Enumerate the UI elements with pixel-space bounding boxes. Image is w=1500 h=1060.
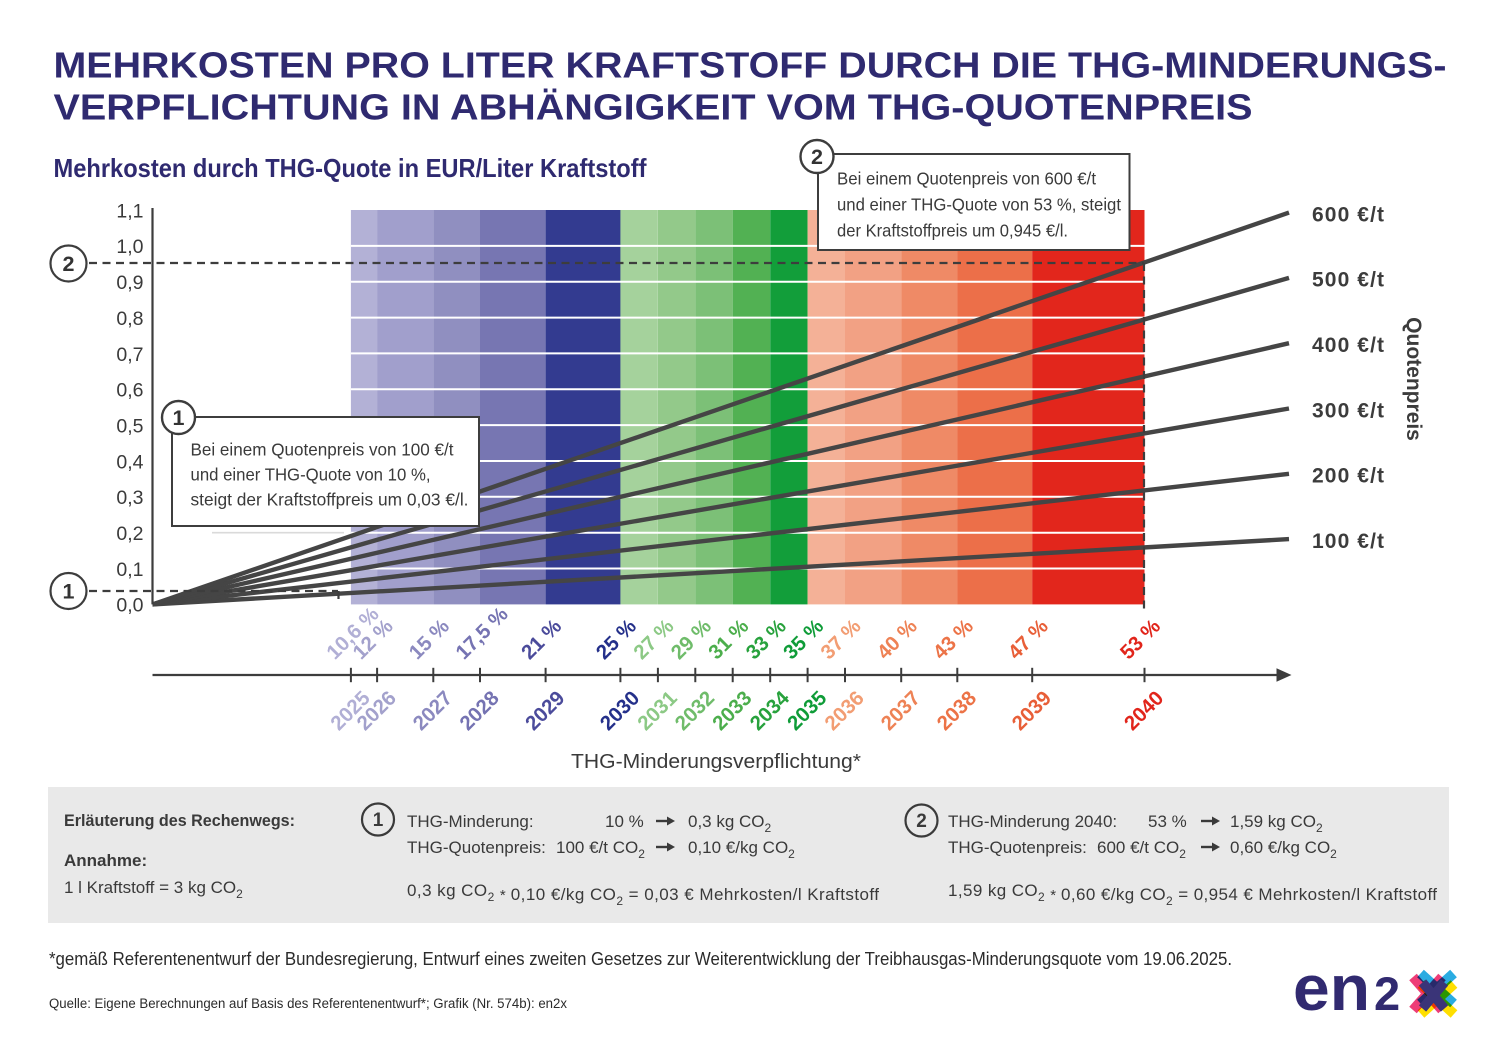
svg-text:THG-Minderung 2040:: THG-Minderung 2040:: [948, 812, 1117, 831]
svg-text:10 %: 10 %: [605, 812, 644, 831]
svg-text:100 €/t: 100 €/t: [1312, 530, 1384, 553]
svg-text:0,3 kg CO2: 0,3 kg CO2: [688, 812, 772, 835]
svg-text:2: 2: [63, 252, 75, 276]
svg-text:Annahme:: Annahme:: [64, 851, 147, 870]
svg-text:0,4: 0,4: [116, 451, 143, 473]
svg-text:0,7: 0,7: [116, 344, 143, 366]
svg-text:0,5: 0,5: [116, 415, 143, 437]
svg-text:der Kraftstoffpreis um 0,945 €: der Kraftstoffpreis um 0,945 €/l.: [837, 221, 1068, 241]
svg-text:und einer THG-Quote von 53 %,: und einer THG-Quote von 53 %, steigt: [837, 195, 1121, 215]
svg-text:*gemäß Referentenentwurf der B: *gemäß Referentenentwurf der Bundesregie…: [49, 949, 1232, 969]
svg-text:en: en: [1293, 952, 1370, 1024]
svg-text:1,1: 1,1: [116, 200, 143, 222]
svg-text:0,9: 0,9: [116, 272, 143, 294]
svg-text:Mehrkosten durch THG-Quote in: Mehrkosten durch THG-Quote in EUR/Liter …: [54, 153, 647, 183]
svg-text:0,8: 0,8: [116, 308, 143, 330]
svg-text:600 €/t: 600 €/t: [1312, 203, 1384, 226]
svg-text:MEHRKOSTEN PRO LITER KRAFTSTOF: MEHRKOSTEN PRO LITER KRAFTSTOFF DURCH DI…: [54, 45, 1447, 86]
svg-text:Bei einem Quotenpreis von 100: Bei einem Quotenpreis von 100 €/t: [191, 440, 454, 460]
svg-text:Quelle: Eigene Berechnungen au: Quelle: Eigene Berechnungen auf Basis de…: [49, 996, 567, 1011]
svg-text:THG-Quotenpreis:: THG-Quotenpreis:: [407, 838, 546, 857]
svg-text:300 €/t: 300 €/t: [1312, 399, 1384, 422]
svg-text:Quotenpreis: Quotenpreis: [1402, 317, 1425, 441]
svg-text:400 €/t: 400 €/t: [1312, 334, 1384, 357]
svg-text:THG-Minderungsverpflichtung*: THG-Minderungsverpflichtung*: [571, 750, 861, 773]
svg-text:THG-Minderung:: THG-Minderung:: [407, 812, 534, 831]
svg-text:1 l Kraftstoff = 3 kg CO2: 1 l Kraftstoff = 3 kg CO2: [64, 878, 243, 901]
svg-text:Bei einem Quotenpreis von 600: Bei einem Quotenpreis von 600 €/t: [837, 169, 1096, 189]
svg-text:2: 2: [916, 811, 927, 832]
svg-text:2: 2: [1374, 967, 1400, 1020]
svg-text:THG-Quotenpreis:: THG-Quotenpreis:: [948, 838, 1087, 857]
svg-text:0,0: 0,0: [116, 595, 143, 617]
svg-text:und einer THG-Quote von 10 %,: und einer THG-Quote von 10 %,: [191, 465, 431, 485]
svg-text:0,2: 0,2: [116, 523, 143, 545]
svg-text:0,6: 0,6: [116, 380, 143, 402]
svg-text:0,3 kg CO2 * 0,10 €/kg CO2 =: 0,3 kg CO2 * 0,10 €/kg CO2 = 0,03 € Mehr…: [407, 881, 879, 908]
svg-text:1: 1: [63, 580, 75, 604]
svg-text:0,3: 0,3: [116, 487, 143, 509]
svg-text:100 €/t CO2: 100 €/t CO2: [556, 838, 645, 861]
svg-text:53 %: 53 %: [1148, 812, 1187, 831]
svg-text:1,0: 1,0: [116, 236, 143, 258]
svg-text:2: 2: [811, 145, 823, 169]
svg-text:Erläuterung des Rechenwegs:: Erläuterung des Rechenwegs:: [64, 811, 295, 830]
svg-text:0,60 €/kg CO2: 0,60 €/kg CO2: [1230, 838, 1337, 861]
svg-text:steigt der Kraftstoffpreis um: steigt der Kraftstoffpreis um 0,03 €/l.: [191, 490, 469, 510]
svg-text:1: 1: [173, 406, 185, 430]
svg-text:200 €/t: 200 €/t: [1312, 465, 1384, 488]
svg-text:1: 1: [373, 810, 384, 831]
svg-text:0,1: 0,1: [116, 559, 143, 581]
svg-text:1,59 kg CO2: 1,59 kg CO2: [1230, 812, 1323, 835]
svg-text:500 €/t: 500 €/t: [1312, 269, 1384, 292]
svg-text:600 €/t CO2: 600 €/t CO2: [1097, 838, 1186, 861]
svg-text:VERPFLICHTUNG IN ABHÄNGIGKEIT: VERPFLICHTUNG IN ABHÄNGIGKEIT VOM THG-QU…: [54, 87, 1253, 128]
svg-text:0,10 €/kg CO2: 0,10 €/kg CO2: [688, 838, 795, 861]
